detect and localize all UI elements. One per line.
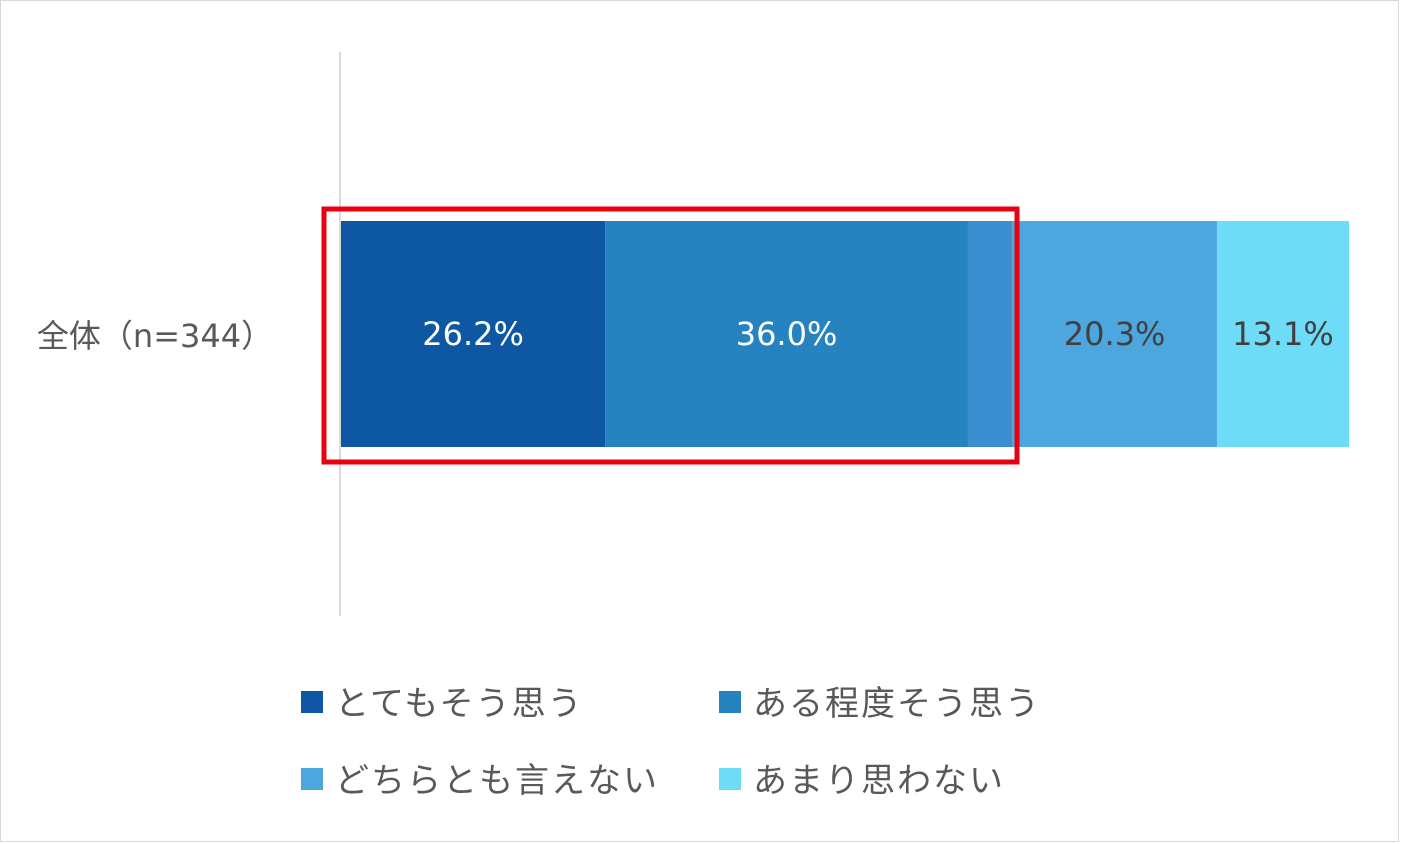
legend-swatch-1 bbox=[301, 691, 323, 713]
bar-segment-3 bbox=[1012, 221, 1217, 447]
data-label-1: 26.2% bbox=[422, 315, 524, 353]
category-label: 全体（n=344） bbox=[37, 317, 273, 355]
legend-swatch-3 bbox=[301, 768, 323, 790]
legend-label-4: あまり思わない bbox=[753, 761, 1005, 801]
data-label-group: 26.2% 36.0% 20.3% 13.1% bbox=[422, 315, 1334, 353]
bar-segment-4 bbox=[1216, 221, 1349, 447]
legend-swatch-4 bbox=[719, 768, 741, 790]
legend-swatch-2 bbox=[719, 691, 741, 713]
data-label-4: 13.1% bbox=[1232, 315, 1334, 353]
legend-label-1: とてもそう思う bbox=[335, 684, 584, 724]
legend-label-2: ある程度そう思う bbox=[753, 684, 1041, 724]
legend-label-3: どちらとも言えない bbox=[335, 761, 659, 801]
bar-group bbox=[341, 221, 1349, 447]
bar-segment-2 bbox=[605, 221, 968, 447]
data-label-3: 20.3% bbox=[1064, 315, 1166, 353]
highlight-box bbox=[321, 206, 1020, 465]
bar-segment-1 bbox=[341, 221, 606, 447]
data-label-2: 36.0% bbox=[736, 315, 838, 353]
bar-segment-5 bbox=[967, 221, 1013, 447]
